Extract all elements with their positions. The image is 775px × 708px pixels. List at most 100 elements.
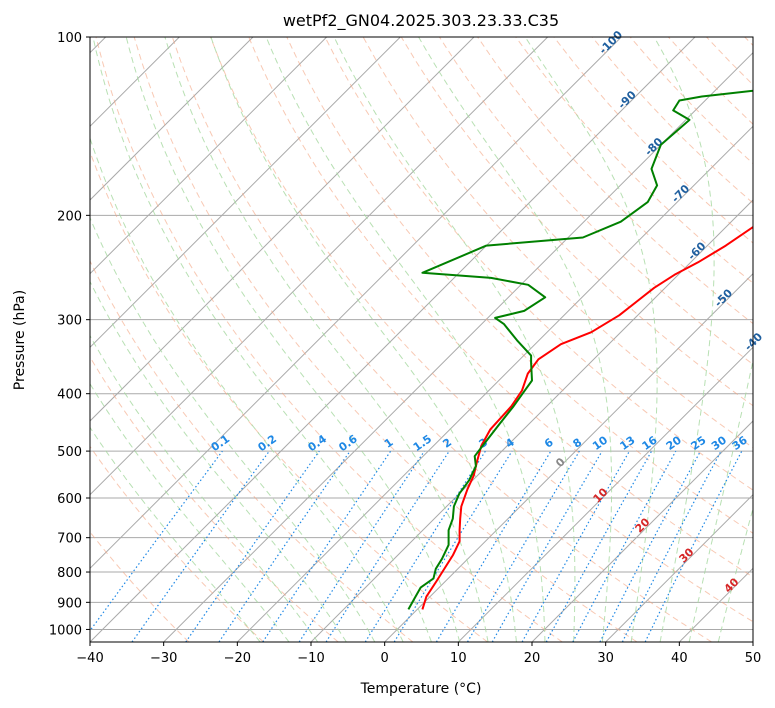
mixing-ratio-line	[364, 450, 486, 642]
mixing-ratio-label: 20	[664, 433, 684, 453]
mixing-ratio-line	[644, 450, 743, 642]
dry-adiabat-line	[210, 37, 753, 623]
mixing-ratio-line	[393, 450, 513, 642]
moist-adiabat-line	[688, 358, 753, 642]
moist-adiabat-label: 10	[591, 485, 611, 505]
dry-adiabat-line	[477, 37, 753, 325]
y-tick-label: 300	[57, 314, 82, 329]
moist-adiabat-line	[653, 37, 715, 642]
isotherm-line	[236, 125, 753, 642]
profile-lines	[407, 89, 753, 610]
x-tick-label: 20	[524, 651, 541, 666]
mixing-ratio-line	[185, 450, 320, 642]
moist-adiabat-line	[90, 334, 319, 642]
mixing-ratio-line	[218, 450, 351, 642]
dewpoint-profile-line	[407, 89, 753, 610]
chart-title: wetPf2_GN04.2025.303.23.33.C35	[283, 11, 559, 31]
moist-adiabat-line	[90, 426, 261, 642]
y-tick-label: 500	[57, 445, 82, 460]
dry-adiabat-label: -90	[616, 88, 639, 111]
mixing-ratio-label: 8	[571, 436, 585, 451]
isotherm-line	[90, 37, 401, 349]
isotherm-line	[310, 199, 753, 642]
isotherm-line	[90, 37, 696, 642]
dry-adiabat-label: -80	[642, 135, 665, 158]
moist-adiabat-line	[524, 37, 658, 642]
grid-layer	[90, 37, 753, 642]
mixing-ratio-line	[131, 450, 270, 642]
moist-adiabat-line	[333, 37, 576, 642]
isotherm-line	[163, 51, 753, 642]
moist-adiabat-line	[418, 37, 613, 642]
moist-adiabat-line	[90, 216, 376, 642]
x-tick-label: −10	[297, 651, 324, 666]
y-tick-label: 100	[57, 31, 82, 46]
moist-adiabat-line	[90, 382, 290, 642]
isotherm-line	[90, 37, 622, 570]
mixing-ratio-label: 30	[709, 433, 729, 453]
dry-adiabat-line	[286, 37, 753, 534]
mixing-ratio-line	[325, 450, 450, 642]
mixing-ratio-label: 16	[640, 433, 660, 453]
mixing-ratio-line	[545, 450, 653, 642]
moist-adiabat-line	[92, 37, 432, 642]
moist-adiabat-label: 40	[722, 575, 742, 595]
isotherm-line	[457, 346, 753, 642]
mixing-ratio-line	[90, 450, 223, 632]
moist-adiabat-line	[90, 136, 404, 642]
moist-adiabat-line	[210, 37, 517, 642]
moist-adiabat-label: 20	[633, 515, 653, 535]
mixing-ratio-label: 6	[542, 436, 556, 451]
isotherm-line	[384, 272, 753, 642]
dry-adiabat-line	[90, 531, 190, 642]
y-tick-label: 200	[57, 209, 82, 224]
moist-adiabat-line	[90, 280, 347, 642]
isotherm-line	[531, 420, 753, 642]
y-tick-label: 700	[57, 532, 82, 547]
x-axis: −40 −30 −20 −10 0 10 20 30 40 50	[76, 642, 761, 666]
y-tick-label: 1000	[49, 623, 82, 638]
dry-adiabat-label: -100	[597, 28, 626, 57]
mixing-ratio-label: 10	[590, 433, 610, 453]
y-tick-label: 600	[57, 492, 82, 507]
mixing-ratio-line	[262, 450, 392, 642]
dry-adiabat-line	[90, 445, 264, 642]
mixing-ratio-label: 13	[617, 434, 637, 453]
x-tick-label: 40	[671, 651, 688, 666]
dry-adiabat-line	[324, 37, 753, 491]
temperature-profile-line	[421, 225, 753, 610]
y-axis: 1000 900 800 700 600 500 400 300 200 100	[49, 31, 90, 638]
mixing-ratio-label: 1	[382, 436, 396, 451]
plot-frame	[89, 36, 754, 643]
dry-adiabat-label: -70	[669, 182, 692, 205]
y-tick-label: 800	[57, 566, 82, 581]
dry-adiabat-label: -40	[742, 330, 765, 353]
x-tick-label: −40	[76, 651, 103, 666]
mixing-ratio-line	[521, 450, 631, 642]
mixing-ratio-line	[572, 450, 677, 642]
dry-adiabat-line	[90, 150, 488, 642]
isotherm-line	[90, 37, 475, 422]
dry-adiabat-line	[248, 37, 753, 578]
mixing-ratio-label: 36	[730, 433, 750, 453]
moist-adiabat-line	[717, 506, 753, 642]
y-tick-label: 900	[57, 596, 82, 611]
x-tick-label: 0	[381, 651, 389, 666]
x-tick-label: 10	[450, 651, 467, 666]
mixing-ratio-line	[435, 450, 552, 642]
x-axis-title: Temperature (°C)	[360, 681, 482, 697]
mixing-ratio-line	[298, 450, 425, 642]
y-tick-label: 400	[57, 388, 82, 403]
dry-adiabat-line	[515, 37, 753, 284]
dry-adiabat-line	[90, 259, 414, 642]
dry-adiabat-label: -50	[712, 286, 735, 309]
mixing-ratio-label: 2	[440, 436, 454, 451]
mixing-ratio-label: 25	[689, 433, 709, 452]
dry-adiabat-line	[95, 37, 563, 642]
x-tick-label: 50	[745, 651, 762, 666]
moist-adiabat-line	[125, 37, 461, 642]
isotherm-line	[605, 493, 753, 642]
isotherm-line	[90, 37, 328, 275]
dry-adiabat-line	[133, 37, 638, 642]
